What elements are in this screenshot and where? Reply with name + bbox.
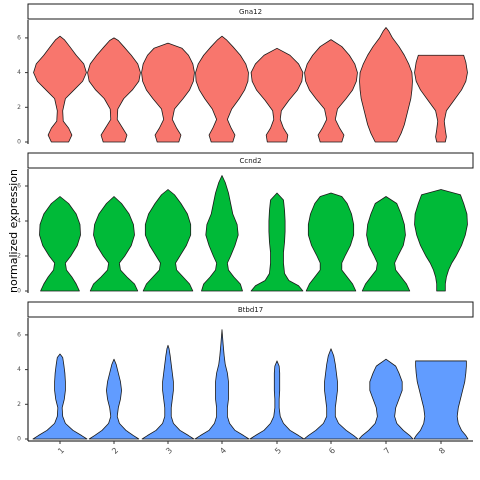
- x-tick-label: 6: [327, 446, 337, 456]
- y-tick-label: 0: [17, 436, 21, 443]
- y-tick-label: 2: [17, 401, 21, 408]
- y-tick-label: 4: [17, 218, 21, 225]
- violin-gna12-cluster-7: [359, 27, 413, 143]
- violin-ccnd2-cluster-5: [250, 192, 304, 292]
- panel-title: Ccnd2: [239, 157, 261, 165]
- violin-ccnd2-cluster-4: [201, 175, 243, 292]
- violin-gna12-cluster-4: [195, 35, 249, 143]
- violin-gna12-cluster-2: [87, 37, 141, 143]
- x-tick-label: 1: [56, 446, 66, 456]
- violin-gna12-cluster-8: [414, 54, 468, 143]
- violin-gna12-cluster-6: [304, 39, 358, 143]
- y-tick-label: 4: [17, 69, 21, 76]
- violin-btbd17-cluster-3: [141, 344, 195, 440]
- x-tick-label: 8: [437, 446, 447, 456]
- y-tick-label: 2: [17, 104, 21, 111]
- violin-ccnd2-cluster-8: [414, 189, 468, 292]
- panel-title: Btbd17: [238, 306, 263, 314]
- violin-btbd17-cluster-1: [32, 353, 88, 440]
- panel-strip-3: [27, 301, 474, 318]
- violin-gna12-cluster-5: [250, 47, 304, 143]
- x-tick-label: 5: [273, 446, 283, 456]
- x-tick-label: 2: [110, 446, 120, 456]
- violin-btbd17-cluster-6: [303, 348, 359, 440]
- violin-ccnd2-cluster-7: [361, 196, 411, 292]
- x-tick-label: 7: [382, 446, 392, 456]
- violin-btbd17-cluster-8: [413, 360, 469, 440]
- y-tick-label: 6: [17, 331, 21, 338]
- panel-strip-1: [27, 3, 474, 20]
- y-tick-label: 0: [17, 288, 21, 295]
- y-tick-label: 2: [17, 253, 21, 260]
- y-axis-label: normalized expression: [7, 169, 20, 293]
- violin-gna12-cluster-1: [33, 35, 87, 143]
- violin-ccnd2-cluster-1: [39, 196, 81, 292]
- violin-ccnd2-cluster-3: [142, 189, 194, 292]
- y-tick-label: 4: [17, 366, 21, 373]
- x-tick-label: 4: [218, 446, 228, 456]
- x-tick-label: 3: [164, 446, 174, 456]
- y-tick-label: 0: [17, 139, 21, 146]
- violin-btbd17-cluster-2: [88, 358, 140, 440]
- violin-btbd17-cluster-4: [194, 329, 250, 440]
- y-tick-label: 6: [17, 183, 21, 190]
- violin-btbd17-cluster-5: [249, 360, 305, 440]
- panel-title: Gna12: [239, 8, 262, 16]
- violin-ccnd2-cluster-2: [89, 196, 139, 292]
- violin-btbd17-cluster-7: [358, 358, 414, 440]
- violin-ccnd2-cluster-6: [305, 192, 357, 292]
- y-tick-label: 6: [17, 34, 21, 41]
- violin-gna12-cluster-3: [141, 42, 195, 143]
- panel-strip-2: [27, 152, 474, 169]
